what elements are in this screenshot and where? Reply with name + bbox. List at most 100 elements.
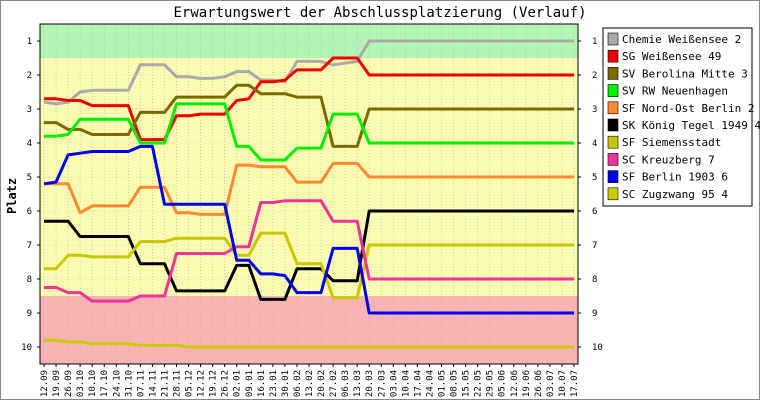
x-tick-label: 03.07 — [546, 370, 556, 397]
chart-title: Erwartungswert der Abschlussplatzierung … — [173, 5, 587, 21]
x-tick-label: 10.04 — [401, 370, 411, 397]
y-tick-label-right: 9 — [592, 309, 597, 319]
x-tick-label: 12.12 — [197, 370, 207, 397]
y-tick-label-right: 4 — [592, 139, 597, 149]
x-tick-label: 13.02 — [305, 370, 315, 397]
legend-label: SV Berolina Mitte 3 — [622, 67, 748, 80]
x-tick-label: 17.10 — [100, 370, 110, 397]
x-tick-label: 15.05 — [462, 370, 472, 397]
x-tick-label: 27.02 — [329, 370, 339, 397]
y-tick-label-right: 8 — [592, 275, 597, 285]
y-tick-label-right: 1 — [592, 37, 597, 47]
x-tick-label: 26.12 — [221, 370, 231, 397]
x-tick-label: 13.03 — [353, 370, 363, 397]
y-tick-label: 4 — [27, 139, 32, 149]
legend-swatch — [607, 153, 619, 166]
x-tick-label: 26.09 — [64, 370, 74, 397]
legend-label: SG Weißensee 49 — [622, 50, 721, 63]
legend-swatch — [607, 101, 619, 115]
y-axis-label: Platz — [5, 178, 19, 214]
y-tick-label: 8 — [27, 275, 32, 285]
x-tick-label: 16.01 — [257, 370, 267, 397]
x-tick-label: 31.10 — [124, 370, 134, 397]
legend-label: SC Kreuzberg 7 — [622, 153, 715, 166]
y-tick-label-right: 6 — [592, 207, 597, 217]
y-tick-label-right: 7 — [592, 241, 597, 251]
x-tick-label: 24.04 — [425, 370, 435, 397]
y-tick-label: 5 — [27, 173, 32, 183]
series-line — [44, 231, 574, 300]
series-line — [44, 102, 574, 162]
x-tick-label: 30.01 — [281, 370, 291, 397]
legend-label: SV RW Neuenhagen — [622, 85, 728, 98]
x-tick-label: 23.01 — [269, 370, 279, 397]
series-line — [43, 144, 574, 315]
legend-label: SF Berlin 1903 6 — [622, 171, 728, 184]
y-tick-label: 3 — [27, 105, 32, 115]
x-tick-label: 05.12 — [185, 370, 195, 397]
series-line — [44, 199, 574, 303]
series-line — [44, 161, 574, 216]
legend-swatch — [607, 135, 619, 149]
y-tick-label-right: 5 — [592, 173, 597, 183]
legend-label: SK König Tegel 1949 4 — [622, 119, 760, 132]
legend-box — [602, 27, 753, 207]
x-tick-label: 17.04 — [413, 370, 423, 397]
legend-swatch — [607, 170, 619, 183]
x-tick-label: 06.02 — [293, 370, 303, 397]
x-tick-label: 20.03 — [365, 370, 375, 397]
legend-label: SF Nord-Ost Berlin 2 — [622, 102, 754, 115]
y-tick-label: 9 — [27, 309, 32, 319]
y-tick-label: 2 — [27, 71, 32, 81]
series-line — [44, 209, 574, 301]
series-line — [44, 56, 574, 142]
legend-label: Chemie Weißensee 2 — [622, 33, 741, 46]
x-tick-label: 28.11 — [173, 370, 183, 397]
x-tick-label: 19.09 — [52, 370, 62, 397]
x-tick-label: 01.05 — [438, 370, 448, 397]
legend-swatch — [607, 118, 619, 132]
y-tick-label: 7 — [27, 241, 32, 251]
x-tick-label: 07.11 — [136, 370, 146, 397]
x-tick-label: 08.05 — [450, 370, 460, 397]
y-tick-label: 6 — [27, 207, 32, 217]
y-tick-label-right: 10 — [592, 343, 603, 353]
x-tick-label: 22.05 — [474, 370, 484, 397]
x-tick-label: 06.03 — [341, 370, 351, 397]
y-tick-label: 1 — [27, 37, 32, 47]
x-tick-label: 29.05 — [486, 370, 496, 397]
x-tick-label: 20.02 — [317, 370, 327, 397]
x-tick-label: 19.06 — [522, 370, 532, 397]
series-lines — [43, 39, 574, 349]
y-tick-label-right: 2 — [592, 71, 597, 81]
x-tick-label: 21.11 — [160, 370, 170, 397]
legend-label: SF Siemensstadt — [622, 136, 721, 149]
x-tick-label: 19.12 — [209, 370, 219, 397]
y-tick-label-right: 3 — [592, 105, 597, 115]
x-tick-label: 26.06 — [534, 370, 544, 397]
x-tick-label: 02.01 — [233, 370, 243, 397]
series-line — [44, 338, 574, 349]
legend-label: SC Zugzwang 95 4 — [622, 188, 728, 201]
x-tick-label: 03.10 — [76, 370, 86, 397]
x-tick-label: 17.07 — [570, 370, 580, 397]
x-tick-label: 10.10 — [88, 370, 98, 397]
legend-swatch — [607, 84, 619, 97]
y-tick-label: 10 — [21, 343, 32, 353]
x-tick-label: 12.06 — [510, 370, 520, 397]
x-tick-label: 14.11 — [148, 370, 158, 397]
x-tick-label: 05.06 — [498, 370, 508, 397]
x-tick-label: 27.03 — [377, 370, 387, 397]
legend-swatch — [607, 32, 619, 46]
x-tick-label: 10.07 — [558, 370, 568, 397]
x-tick-label: 09.01 — [245, 370, 255, 397]
series-line — [43, 39, 574, 106]
x-tick-label: 03.04 — [389, 370, 399, 397]
legend-swatch — [607, 67, 619, 80]
legend-swatch — [607, 49, 619, 63]
x-tick-label: 12.09 — [40, 370, 50, 397]
legend: Chemie Weißensee 2 SG Weißensee 49 SV Bero… — [602, 27, 760, 207]
legend-swatch — [607, 187, 619, 201]
